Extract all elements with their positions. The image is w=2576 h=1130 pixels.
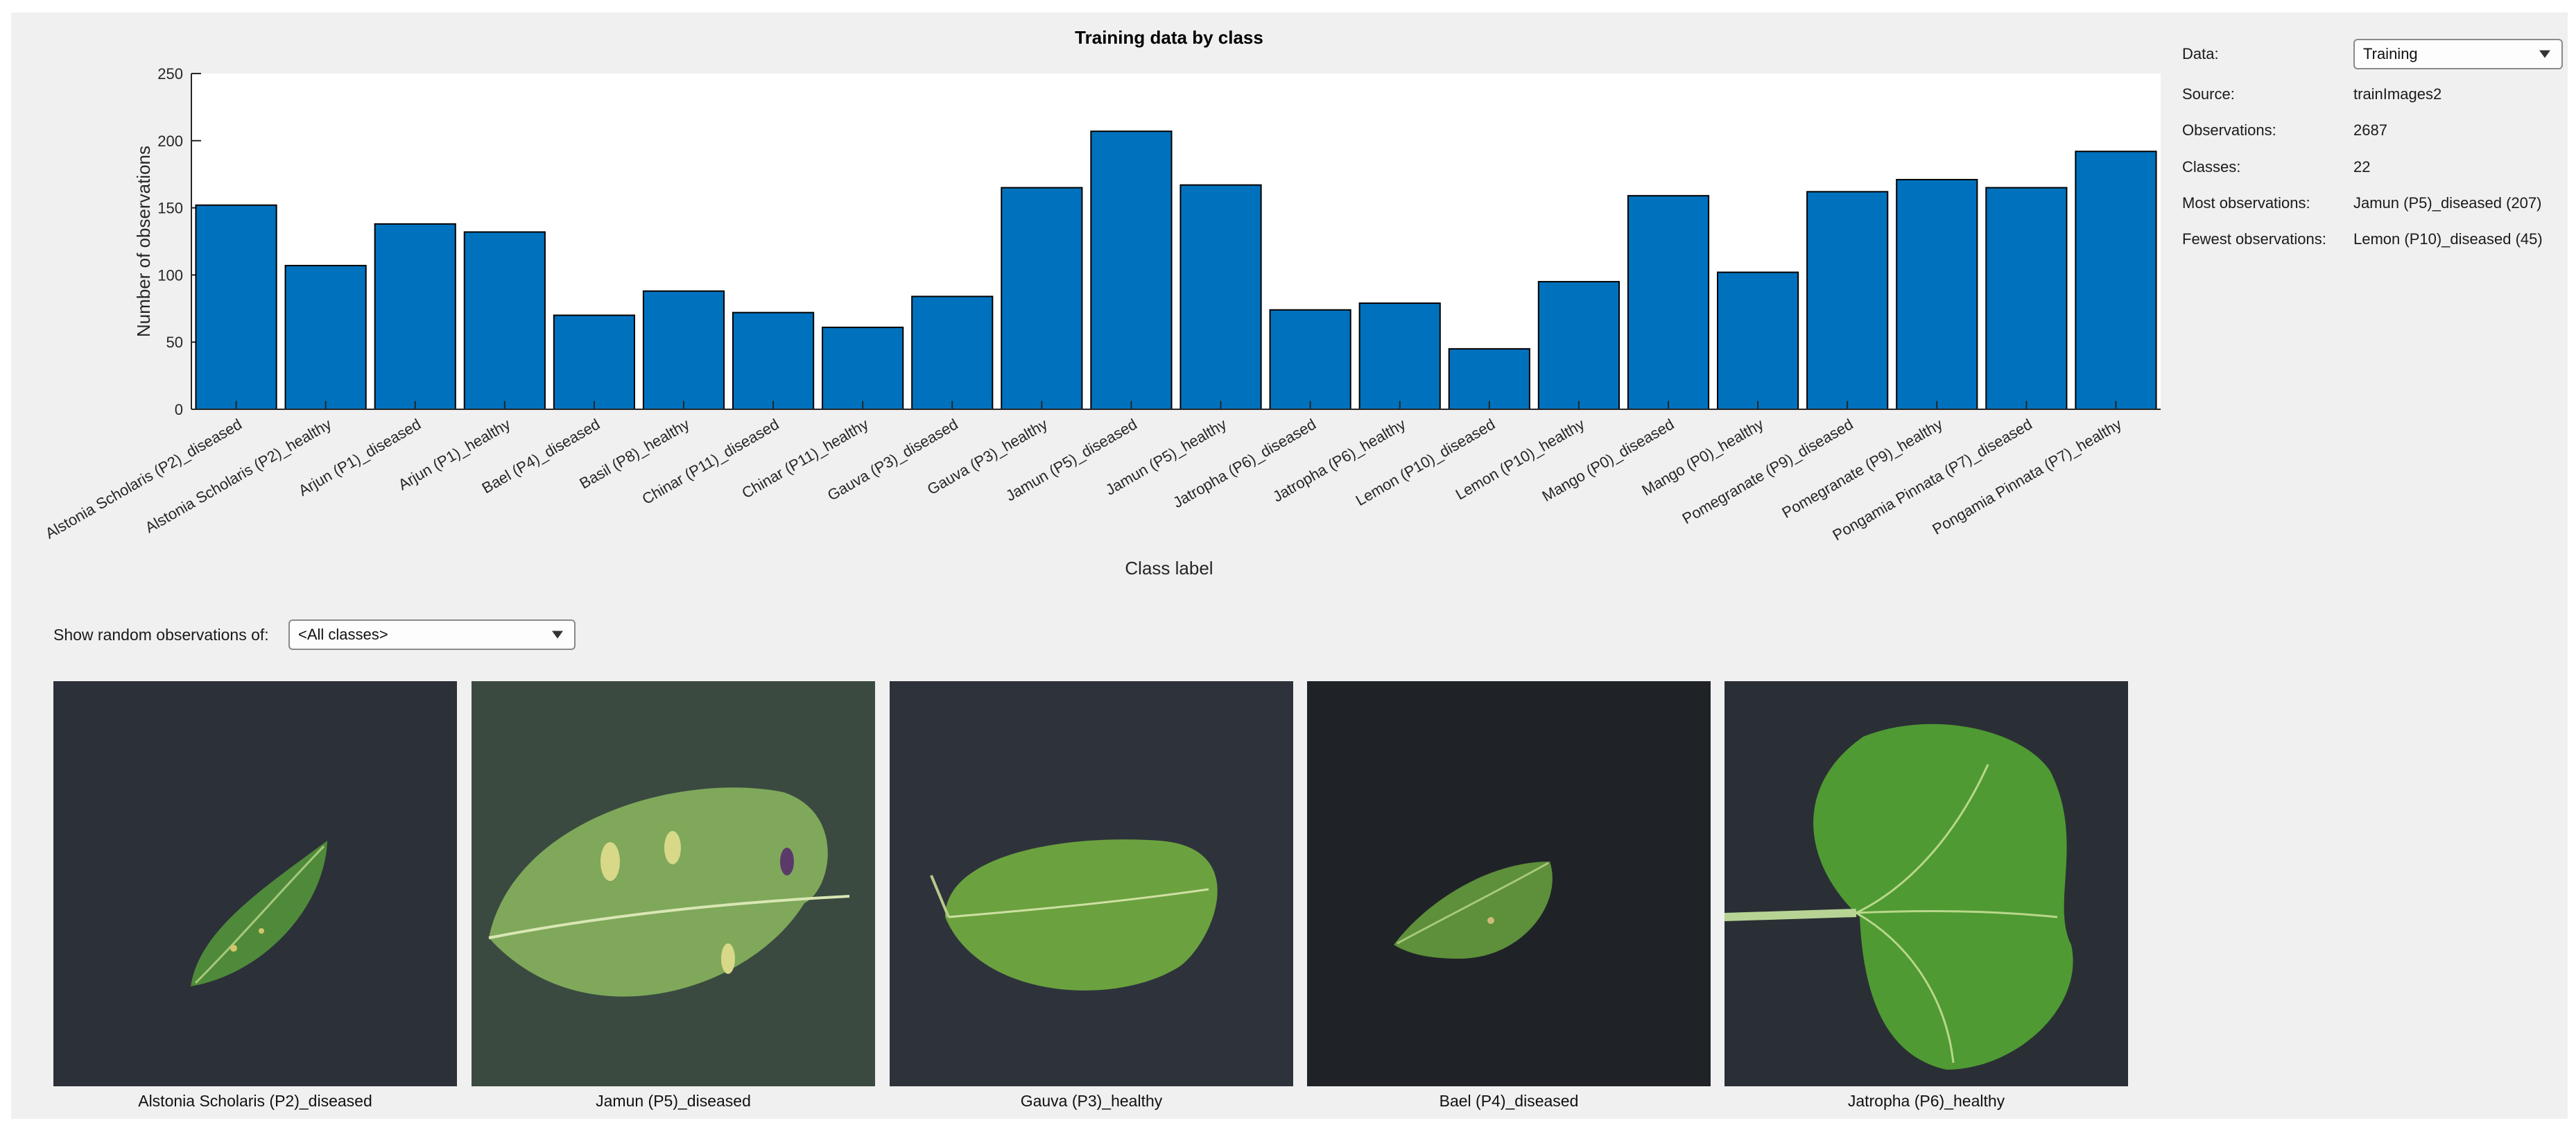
bar xyxy=(642,290,725,410)
chart-title: Training data by class xyxy=(1075,27,1263,48)
thumbnail-1[interactable] xyxy=(53,681,457,1086)
bar xyxy=(822,326,904,410)
x-tick-label: Pomegranate (P9)_healthy xyxy=(1779,416,1946,522)
bar xyxy=(1537,281,1620,410)
bar xyxy=(1179,184,1262,411)
thumbnail-4[interactable] xyxy=(1307,681,1711,1086)
bar xyxy=(1448,348,1530,411)
leaf-image xyxy=(472,681,875,1086)
y-tick-label: 200 xyxy=(157,132,183,150)
class-bar-chart: Training data by class 0 50 100 150 200 250 A… xyxy=(42,27,2161,579)
class-filter-select[interactable]: <All classes> xyxy=(288,619,576,650)
data-label: Data: xyxy=(2182,45,2219,62)
y-tick-label: 50 xyxy=(166,334,183,351)
classes-value: 22 xyxy=(2353,158,2371,176)
thumbnail-caption-1: Alstonia Scholaris (P2)_diseased xyxy=(138,1092,372,1110)
fewest-observations-value: Lemon (P10)_diseased (45) xyxy=(2353,230,2543,248)
bar xyxy=(463,231,546,410)
y-tick-label: 150 xyxy=(157,200,183,217)
data-select[interactable]: Training xyxy=(2353,39,2563,69)
x-tick-label: Jatropha (P6)_diseased xyxy=(1170,416,1319,511)
data-select-value: Training xyxy=(2363,45,2418,62)
bar xyxy=(1001,187,1083,410)
bar xyxy=(284,264,367,410)
bar xyxy=(911,296,994,410)
leaf-image xyxy=(890,681,1293,1086)
thumbnail-5[interactable] xyxy=(1724,681,2128,1086)
bar xyxy=(1269,309,1351,410)
x-tick-label: Pomegranate (P9)_diseased xyxy=(1679,416,1856,528)
bar xyxy=(2075,151,2157,410)
bar xyxy=(1627,195,1710,410)
y-tick-label: 100 xyxy=(157,266,183,284)
class-filter-value: <All classes> xyxy=(298,626,388,643)
y-axis-label: Number of observations xyxy=(133,146,154,337)
leaf-image xyxy=(1307,681,1711,1086)
class-distribution-app: Training data by class 0 50 100 150 200 250 A… xyxy=(11,12,2568,1119)
x-axis-label: Class label xyxy=(1125,558,1213,579)
y-tick-label: 250 xyxy=(157,65,183,83)
bar xyxy=(553,314,635,411)
leaf-image xyxy=(1724,681,2128,1086)
bar xyxy=(1358,302,1441,410)
source-label: Source: xyxy=(2182,85,2235,103)
classes-label: Classes: xyxy=(2182,158,2241,176)
thumbnail-caption-4: Bael (P4)_diseased xyxy=(1439,1092,1579,1110)
bar xyxy=(195,204,277,410)
bar xyxy=(1896,178,1978,410)
observations-value: 2687 xyxy=(2353,121,2387,139)
show-random-label: Show random observations of: xyxy=(53,626,269,644)
bar xyxy=(1985,187,2068,410)
most-observations-value: Jamun (P5)_diseased (207) xyxy=(2353,194,2542,212)
thumbnail-3[interactable] xyxy=(890,681,1293,1086)
chevron-down-icon xyxy=(552,631,563,639)
chevron-down-icon xyxy=(2539,50,2550,58)
most-observations-label: Most observations: xyxy=(2182,194,2310,212)
thumbnail-caption-5: Jatropha (P6)_healthy xyxy=(1847,1092,2005,1110)
bar xyxy=(1806,191,1889,410)
thumbnail-2[interactable] xyxy=(472,681,875,1086)
y-axis: 0 50 100 150 200 250 xyxy=(157,65,201,418)
thumbnail-caption-3: Gauva (P3)_healthy xyxy=(1020,1092,1163,1110)
bar xyxy=(374,223,456,410)
y-tick-label: 0 xyxy=(175,401,183,418)
observations-label: Observations: xyxy=(2182,121,2276,139)
source-value: trainImages2 xyxy=(2353,85,2442,103)
fewest-observations-label: Fewest observations: xyxy=(2182,230,2326,248)
bar xyxy=(1717,271,1799,411)
bar xyxy=(732,311,815,410)
bar xyxy=(1090,130,1173,411)
x-axis: Alstonia Scholaris (P2)_diseasedAlstonia… xyxy=(42,401,2161,544)
bars xyxy=(195,130,2157,411)
thumbnail-caption-2: Jamun (P5)_diseased xyxy=(596,1092,751,1110)
leaf-image xyxy=(53,681,457,1086)
